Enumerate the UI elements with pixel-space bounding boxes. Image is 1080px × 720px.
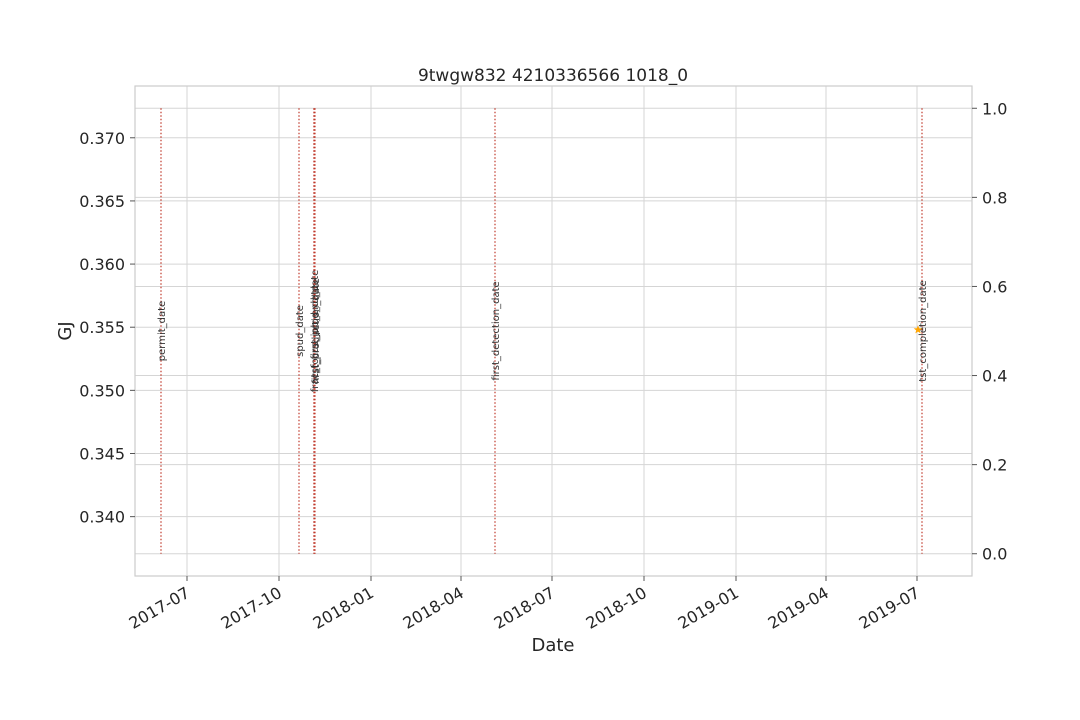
y-left-tick-label: 0.365	[79, 192, 125, 211]
data-point-star	[913, 325, 923, 334]
y-right-tick-label: 0.2	[982, 456, 1007, 475]
plot-background	[135, 86, 972, 576]
x-tick-label: 2018-07	[491, 583, 558, 633]
y-right-tick-labels: 0.0 0.2 0.4 0.6 0.8 1.0	[972, 99, 1007, 564]
y-right-tick-label: 0.6	[982, 277, 1007, 296]
x-tick-label: 2019-04	[765, 583, 832, 633]
y-left-tick-label: 0.355	[79, 318, 125, 337]
event-label: tst_first_prod_date	[310, 285, 321, 378]
x-tick-label: 2018-10	[583, 583, 650, 633]
y-left-tick-label: 0.360	[79, 255, 125, 274]
y-axis-title: GJ	[55, 321, 76, 340]
y-right-tick-label: 0.4	[982, 367, 1007, 386]
x-tick-label: 2017-07	[126, 583, 193, 633]
x-axis-title: Date	[531, 635, 574, 656]
plot-frame	[134, 85, 973, 577]
event-label: tst_completion_date	[918, 280, 929, 381]
x-tick-label: 2018-04	[400, 583, 467, 633]
y-right-tick-label: 1.0	[982, 99, 1007, 118]
event-label: first_production_date	[311, 278, 322, 384]
grid-lines	[135, 86, 972, 576]
y-left-tick-label: 0.350	[79, 381, 125, 400]
y-left-tick-label: 0.370	[79, 129, 125, 148]
x-tick-label: 2018-01	[310, 583, 377, 633]
event-label: first_detection_date	[491, 281, 502, 380]
x-tick-label: 2019-07	[856, 583, 923, 633]
y-right-tick-label: 0.0	[982, 545, 1007, 564]
y-right-tick-label: 0.8	[982, 188, 1007, 207]
y-left-tick-label: 0.345	[79, 445, 125, 464]
data-series	[913, 325, 923, 334]
x-tick-label: 2019-01	[675, 583, 742, 633]
event-label: spud_date	[295, 305, 306, 357]
event-label: frac_focus_job_end_date	[310, 270, 321, 393]
chart-title: 9twgw832 4210336566 1018_0	[418, 66, 688, 86]
event-lines: permit_date spud_date frac_focus_job_end_d…	[157, 108, 929, 554]
x-tick-label: 2017-10	[218, 583, 285, 633]
event-label: permit_date	[157, 301, 168, 361]
y-left-tick-label: 0.340	[79, 508, 125, 527]
x-tick-labels: 2017-07 2017-10 2018-01 2018-04 2018-07 2018-…	[126, 576, 923, 633]
y-left-tick-labels: 0.340 0.345 0.350 0.355 0.360 0.365 0.370	[79, 129, 135, 527]
